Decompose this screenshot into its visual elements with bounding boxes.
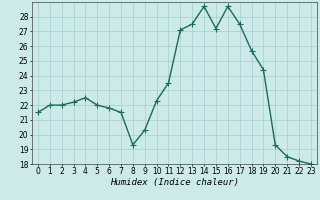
- X-axis label: Humidex (Indice chaleur): Humidex (Indice chaleur): [110, 178, 239, 187]
